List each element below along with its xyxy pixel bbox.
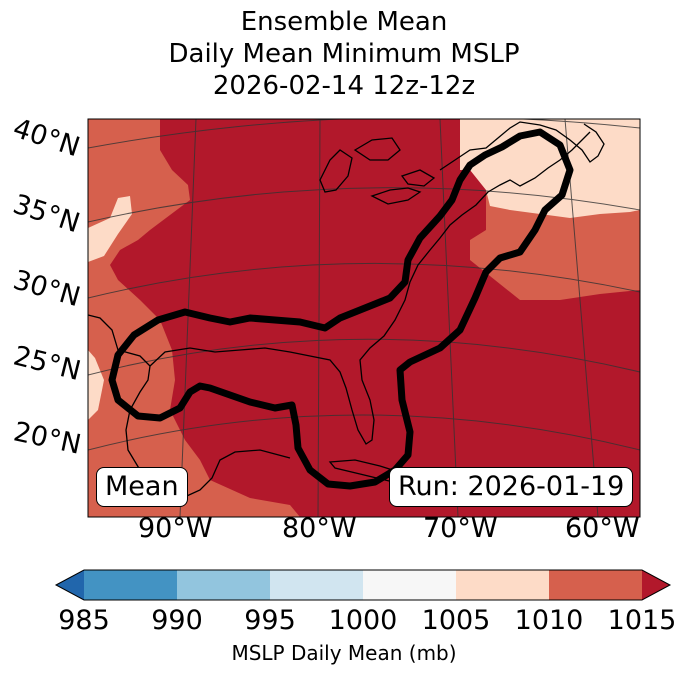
field-1005-1010-southwest: [88, 350, 104, 420]
lon-label-80w: 80°W: [282, 513, 357, 544]
meridian-90w: [179, 119, 197, 517]
colorbar-bin-990-995: [177, 570, 271, 600]
graticule: [88, 119, 640, 517]
parallel-25n: [88, 338, 640, 376]
colorbar-over-triangle: [642, 570, 670, 600]
map-frame: [87, 118, 641, 518]
colorbar-under-triangle: [56, 570, 84, 600]
colorbar-bin-1000-1005: [363, 570, 457, 600]
title-line-3: 2026-02-14 12z-12z: [212, 71, 476, 101]
meridian-80w: [317, 119, 321, 517]
colorbar-bin-995-1000: [270, 570, 364, 600]
meridian-60w: [564, 119, 599, 517]
cyclone-track-contour: [108, 128, 574, 490]
mean-badge: Mean: [96, 467, 188, 507]
colorbar: [54, 569, 672, 601]
coast-us-south: [149, 191, 489, 445]
lon-label-70w: 70°W: [423, 513, 498, 544]
colorbar-outline: [54, 569, 672, 601]
colorbar-tick-990: 990: [151, 605, 203, 636]
colorbar-bin-985-990: [84, 570, 178, 600]
colorbar-tick-1005: 1005: [421, 605, 491, 636]
field-over-1015: [110, 119, 640, 517]
colorbar-label: MSLP Daily Mean (mb): [231, 641, 457, 665]
field-1005-1010-west: [88, 196, 132, 262]
colorbar-tick-1000: 1000: [328, 605, 398, 636]
title-line-1: Ensemble Mean: [240, 7, 448, 37]
lon-label-60w: 60°W: [565, 513, 640, 544]
title-line-2: Daily Mean Minimum MSLP: [168, 39, 520, 69]
meridian-70w: [439, 119, 459, 517]
colorbar-bin-1005-1010: [456, 570, 550, 600]
colorbar-tick-985: 985: [58, 605, 110, 636]
coast-great-lakes: [319, 137, 436, 205]
lon-label-90w: 90°W: [138, 513, 213, 544]
colorbar-bin-1010-1015: [549, 570, 643, 600]
parallel-20n: [88, 414, 640, 451]
colorbar-tick-1015: 1015: [607, 605, 677, 636]
colorbar-tick-995: 995: [244, 605, 296, 636]
run-date-badge: Run: 2026-01-19: [389, 467, 634, 507]
parallel-30n: [88, 262, 640, 299]
coast-canada: [439, 121, 605, 171]
parallel-40n: [88, 119, 640, 149]
colorbar-tick-1010: 1010: [514, 605, 584, 636]
